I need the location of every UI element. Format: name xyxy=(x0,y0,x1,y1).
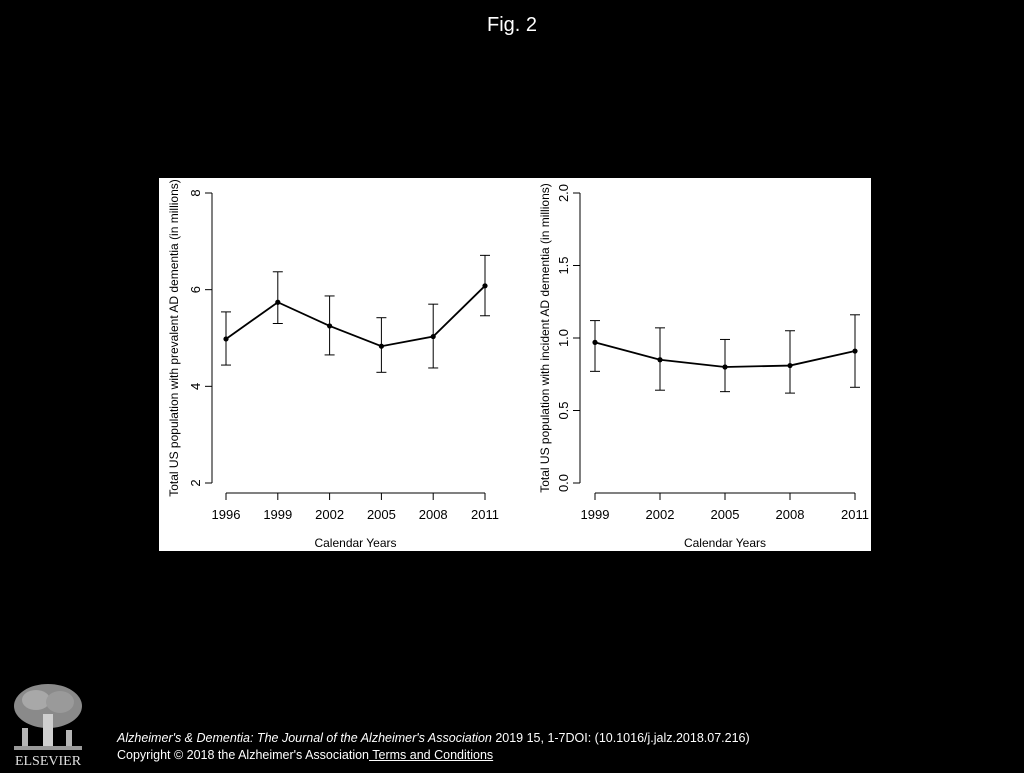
citation-line: Alzheimer's & Dementia: The Journal of t… xyxy=(117,730,750,747)
y-axis-label: Total US population with prevalent AD de… xyxy=(167,179,181,497)
y-tick-label: 2.0 xyxy=(556,184,571,202)
y-tick-label: 6 xyxy=(188,286,203,293)
y-tick-label: 0.0 xyxy=(556,474,571,492)
citation-details: 2019 15, 1-7DOI: (10.1016/j.jalz.2018.07… xyxy=(491,731,750,745)
x-tick-label: 1996 xyxy=(212,507,241,522)
x-axis-label: Calendar Years xyxy=(314,536,396,550)
figure-title: Fig. 2 xyxy=(486,14,538,36)
data-point xyxy=(592,339,598,345)
chart-incident: 0.0 0.5 1.0 1.5 2.0 Total US population with … xyxy=(538,183,869,550)
terms-link[interactable]: Terms and Conditions xyxy=(369,748,494,762)
data-point xyxy=(657,357,663,363)
y-tick-label: 0.5 xyxy=(556,401,571,419)
x-tick-label: 2005 xyxy=(711,507,740,522)
y-axis-label: Total US population with incident AD dem… xyxy=(538,183,552,493)
data-point xyxy=(275,299,281,305)
elsevier-logo: ELSEVIER xyxy=(8,680,88,769)
journal-name: Alzheimer's & Dementia: The Journal of t… xyxy=(117,731,492,745)
chart-prevalent: 2 4 6 8 Total US population with prevalent A… xyxy=(167,179,499,550)
data-point xyxy=(378,343,384,349)
x-tick-label: 1999 xyxy=(263,507,292,522)
copyright-line: Copyright © 2018 the Alzheimer's Associa… xyxy=(117,747,750,764)
data-point xyxy=(722,364,728,370)
citation-block: Alzheimer's & Dementia: The Journal of t… xyxy=(117,730,750,764)
y-tick-label: 1.5 xyxy=(556,256,571,274)
series-line xyxy=(225,285,486,348)
x-axis-label: Calendar Years xyxy=(684,536,766,550)
x-tick-label: 2008 xyxy=(776,507,805,522)
data-point xyxy=(223,336,229,342)
y-tick-label: 1.0 xyxy=(556,329,571,347)
elsevier-tree-icon xyxy=(14,684,82,750)
x-tick-label: 2011 xyxy=(471,507,499,522)
x-tick-label: 2008 xyxy=(419,507,448,522)
y-tick-label: 4 xyxy=(188,383,203,390)
y-tick-label: 8 xyxy=(188,189,203,196)
data-point xyxy=(430,333,436,340)
data-point xyxy=(327,323,333,329)
data-point xyxy=(482,283,488,289)
elsevier-wordmark: ELSEVIER xyxy=(15,754,82,768)
data-point xyxy=(787,362,793,369)
y-tick-label: 2 xyxy=(188,479,203,486)
x-tick-label: 2002 xyxy=(646,507,675,522)
x-tick-label: 2002 xyxy=(315,507,344,522)
copyright-text: Copyright © 2018 the Alzheimer's Associa… xyxy=(117,748,370,762)
figure-panel: 2 4 6 8 Total US population with prevalent A… xyxy=(159,178,871,551)
chart-figure: 2 4 6 8 Total US population with prevalent A… xyxy=(167,179,869,550)
data-point xyxy=(852,348,858,354)
x-tick-label: 2011 xyxy=(841,507,869,522)
x-tick-label: 2005 xyxy=(367,507,396,522)
x-tick-label: 1999 xyxy=(581,507,610,522)
